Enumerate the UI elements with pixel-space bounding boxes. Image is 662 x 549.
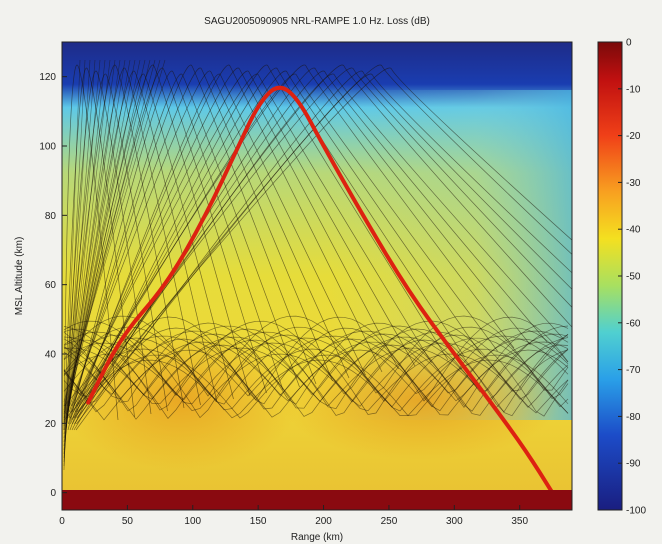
colorbar-tick-label: -50 <box>626 272 641 283</box>
ray-path <box>68 67 333 413</box>
ray-path <box>66 73 234 419</box>
ray-path <box>76 64 572 419</box>
ray-path <box>63 335 569 397</box>
ray-path <box>74 70 548 425</box>
ground-band <box>62 490 572 510</box>
plot-area <box>62 42 572 510</box>
ray-path <box>63 334 569 419</box>
colorbar-tick-label: -60 <box>626 318 641 329</box>
y-tick-label: 120 <box>39 72 56 83</box>
ray-path <box>74 64 572 413</box>
ray-path <box>72 67 465 425</box>
x-tick-label: 50 <box>122 516 134 527</box>
x-tick-label: 150 <box>250 516 267 527</box>
ray-path <box>69 73 366 431</box>
y-tick-label: 40 <box>45 350 57 361</box>
colorbar-tick-label: -70 <box>626 365 641 376</box>
x-tick-label: 350 <box>511 516 528 527</box>
y-tick-label: 80 <box>45 211 57 222</box>
y-tick-label: 0 <box>50 488 56 499</box>
colorbar-tick-label: 0 <box>626 38 632 49</box>
ray-path <box>65 67 201 431</box>
ray-path <box>63 326 569 402</box>
ray-path <box>63 316 569 402</box>
ray-path <box>64 70 152 419</box>
colorbar-tick-label: -80 <box>626 412 641 423</box>
ray-path <box>72 70 482 419</box>
ray-path <box>63 315 569 397</box>
ray-path <box>63 320 569 396</box>
y-axis-label: MSL Altitude (km) <box>14 237 25 316</box>
ray-path <box>63 353 569 414</box>
ray-path <box>67 67 267 407</box>
colorbar-tick-label: -20 <box>626 131 641 142</box>
ray-path <box>63 59 166 403</box>
ray-path <box>63 342 569 408</box>
y-tick-label: 60 <box>45 280 57 291</box>
ray-path <box>64 67 135 425</box>
x-tick-label: 250 <box>381 516 398 527</box>
ray-path <box>73 64 515 407</box>
colorbar-tick-label: -30 <box>626 178 641 189</box>
highlighted-ray <box>86 85 555 495</box>
ray-path <box>63 349 569 421</box>
x-tick-label: 0 <box>59 516 65 527</box>
ray-path <box>74 73 564 419</box>
ray-path <box>70 70 416 413</box>
ray-path <box>63 344 569 420</box>
colorbar-tick-label: -90 <box>626 459 641 470</box>
y-axis-ticks: 0 20 40 60 80 100 120 <box>39 72 67 499</box>
ray-path <box>68 64 317 419</box>
ray-path <box>68 73 300 425</box>
y-tick-label: 100 <box>39 142 56 153</box>
ray-path <box>63 354 569 421</box>
x-tick-label: 200 <box>315 516 332 527</box>
ray-traces <box>63 59 572 471</box>
ray-path <box>76 67 572 413</box>
ray-path <box>63 59 81 471</box>
ray-path <box>63 338 569 413</box>
colorbar-tick-label: -10 <box>626 84 641 95</box>
y-tick-label: 20 <box>45 419 57 430</box>
x-axis-label: Range (km) <box>291 532 343 543</box>
colorbar-ticks: 0 -10 -20 -30 -40 -50 -60 -70 -80 -90 -100 <box>618 38 646 517</box>
ray-path <box>71 64 449 431</box>
ray-path <box>70 67 399 419</box>
ray-path <box>76 73 572 425</box>
colorbar-tick-label: -100 <box>626 506 646 517</box>
x-axis-ticks: 0 50 100 150 200 250 300 350 <box>59 505 528 527</box>
chart-title: SAGU2005090905 NRL-RAMPE 1.0 Hz. Loss (d… <box>204 16 430 27</box>
x-tick-label: 100 <box>184 516 201 527</box>
ray-path <box>66 70 218 425</box>
ray-path <box>63 322 569 409</box>
ray-path <box>65 64 185 409</box>
colorbar-tick-label: -40 <box>626 225 641 236</box>
plot-frame <box>61 41 573 511</box>
ray-path <box>64 73 168 413</box>
ray-path <box>67 70 284 431</box>
ray-path <box>63 328 569 413</box>
ray-path <box>70 64 383 425</box>
x-tick-label: 300 <box>446 516 463 527</box>
ray-path <box>75 67 572 407</box>
ray-path <box>71 73 432 407</box>
ray-path <box>75 70 572 431</box>
ray-path <box>69 70 350 407</box>
